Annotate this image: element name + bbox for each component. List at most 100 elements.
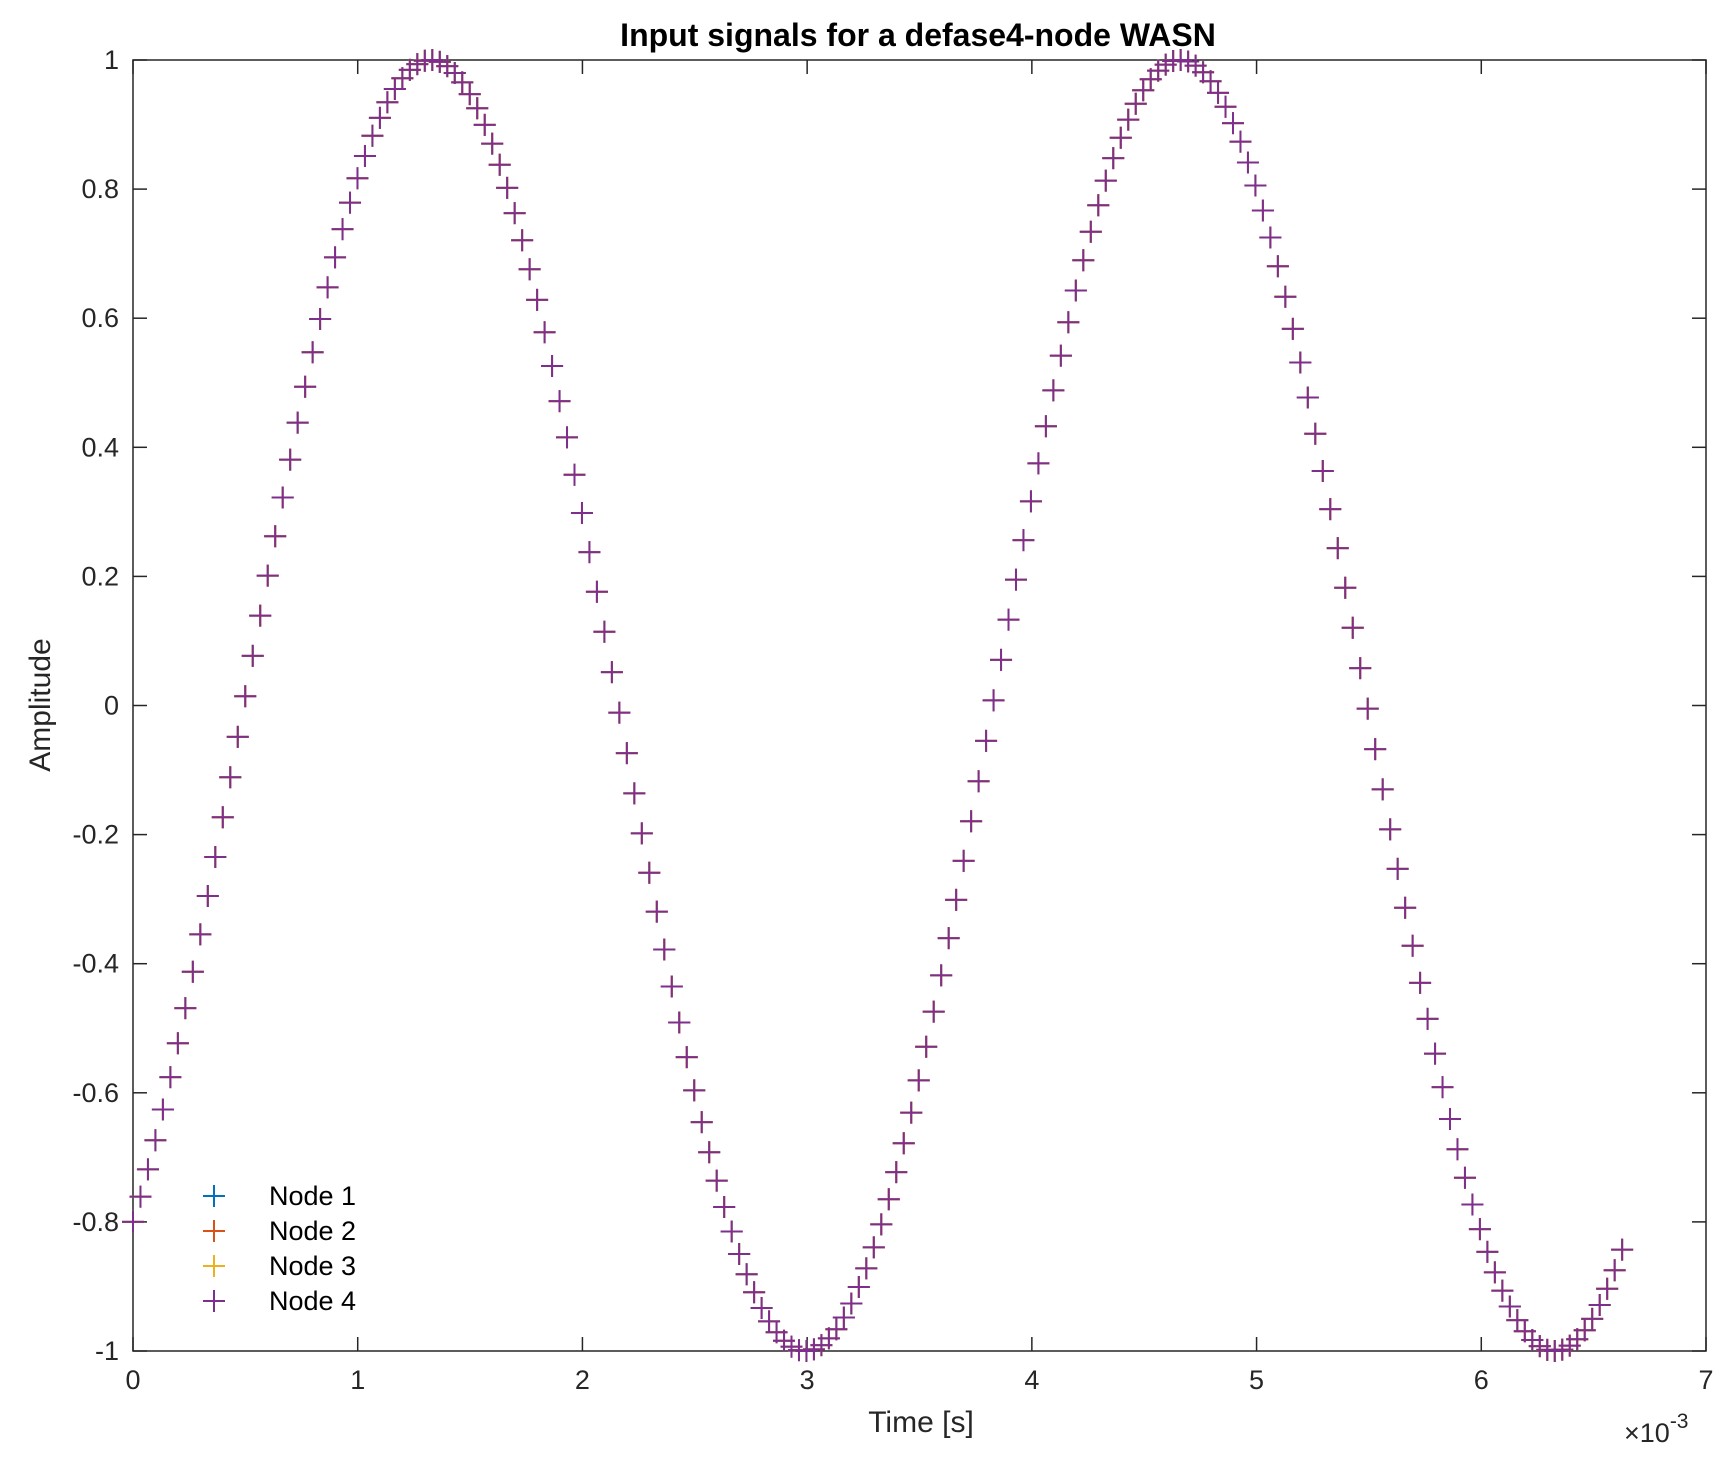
data-point: [608, 701, 631, 724]
y-tick-label: 0.8: [81, 174, 119, 204]
data-point: [136, 1158, 159, 1181]
data-point: [1049, 344, 1072, 367]
data-point: [870, 1213, 893, 1236]
data-point: [144, 1129, 167, 1152]
y-tick-label: 0.4: [81, 432, 119, 462]
data-point: [1356, 697, 1379, 720]
data-point: [1349, 657, 1372, 680]
x-tick-label: 7: [1698, 1365, 1713, 1395]
legend-marker-icon: [203, 1185, 225, 1207]
data-point: [660, 975, 683, 998]
data-point: [1057, 311, 1080, 334]
data-point: [353, 144, 376, 167]
data-point: [488, 153, 511, 176]
data-point: [226, 725, 249, 748]
x-tick-label: 3: [800, 1365, 815, 1395]
data-point: [967, 770, 990, 793]
data-point: [219, 766, 242, 789]
data-point: [1042, 379, 1065, 402]
data-point: [301, 341, 324, 364]
x-tick-label: 6: [1474, 1365, 1489, 1395]
data-point: [593, 620, 616, 643]
legend-item: Node 4: [203, 1286, 356, 1316]
data-point: [1244, 174, 1267, 197]
data-point: [1364, 738, 1387, 761]
data-point: [518, 258, 541, 281]
data-point: [339, 191, 362, 214]
data-point: [1446, 1138, 1469, 1161]
data-point: [1334, 576, 1357, 599]
data-point: [915, 1035, 938, 1058]
data-point: [1476, 1240, 1499, 1263]
data-point: [1064, 279, 1087, 302]
x-exponent-label: ×10-3: [1624, 1410, 1689, 1448]
data-point: [1289, 351, 1312, 374]
data-point: [563, 463, 586, 486]
data-point: [451, 71, 474, 94]
data-point: [1274, 285, 1297, 308]
legend: Node 1 Node 2 Node 3 Node 4: [203, 1181, 356, 1316]
data-point: [1259, 226, 1282, 249]
data-point: [1296, 386, 1319, 409]
data-point: [1094, 169, 1117, 192]
svg-text:×10-3: ×10-3: [1624, 1410, 1689, 1448]
legend-marker-icon: [203, 1255, 225, 1277]
data-point: [1588, 1293, 1611, 1316]
y-tick-label: 0.2: [81, 561, 119, 591]
data-point: [930, 964, 953, 987]
data-point: [615, 742, 638, 765]
data-point: [1498, 1295, 1521, 1318]
data-point: [885, 1161, 908, 1184]
data-point: [368, 106, 391, 129]
data-point: [1611, 1238, 1634, 1261]
data-point: [840, 1292, 863, 1315]
data-point: [1012, 529, 1035, 552]
legend-marker-icon: [203, 1290, 225, 1312]
data-point: [1596, 1277, 1619, 1300]
data-point: [952, 849, 975, 872]
data-point: [668, 1011, 691, 1034]
y-axis-label: Amplitude: [24, 638, 57, 771]
y-tick-label: -0.6: [72, 1078, 119, 1108]
data-point: [466, 97, 489, 120]
data-point: [675, 1046, 698, 1069]
data-point: [271, 486, 294, 509]
data-point: [750, 1296, 773, 1319]
data-point: [1326, 537, 1349, 560]
data-point: [855, 1257, 878, 1280]
data-point: [294, 375, 317, 398]
plot-area: [132, 59, 1707, 1352]
data-point: [1117, 108, 1140, 131]
data-point: [166, 1032, 189, 1055]
data-point: [181, 960, 204, 983]
data-point: [1207, 81, 1230, 104]
data-point: [892, 1132, 915, 1155]
y-tick-label: -1: [95, 1336, 119, 1366]
data-point: [1386, 857, 1409, 880]
data-point: [1102, 147, 1125, 170]
data-point: [548, 390, 571, 413]
data-point: [234, 685, 257, 708]
data-point: [361, 124, 384, 147]
data-point: [1132, 79, 1155, 102]
data-point: [1581, 1307, 1604, 1330]
data-point: [1453, 1166, 1476, 1189]
data-point: [129, 1185, 152, 1208]
data-point: [256, 564, 279, 587]
data-point: [1439, 1108, 1462, 1130]
data-point: [683, 1079, 706, 1102]
legend-label: Node 2: [269, 1216, 356, 1246]
data-point: [1379, 818, 1402, 841]
data-point: [705, 1169, 728, 1192]
x-axis-label: Time [s]: [868, 1406, 974, 1439]
data-point: [743, 1281, 766, 1304]
data-point: [331, 218, 354, 241]
data-point: [825, 1318, 848, 1341]
legend-item: Node 3: [203, 1251, 356, 1281]
data-point: [1229, 130, 1252, 153]
data-point: [1371, 778, 1394, 801]
data-point: [541, 355, 564, 378]
data-point: [960, 810, 983, 833]
y-tick-label: -0.4: [72, 949, 119, 979]
legend-label: Node 4: [269, 1286, 356, 1316]
